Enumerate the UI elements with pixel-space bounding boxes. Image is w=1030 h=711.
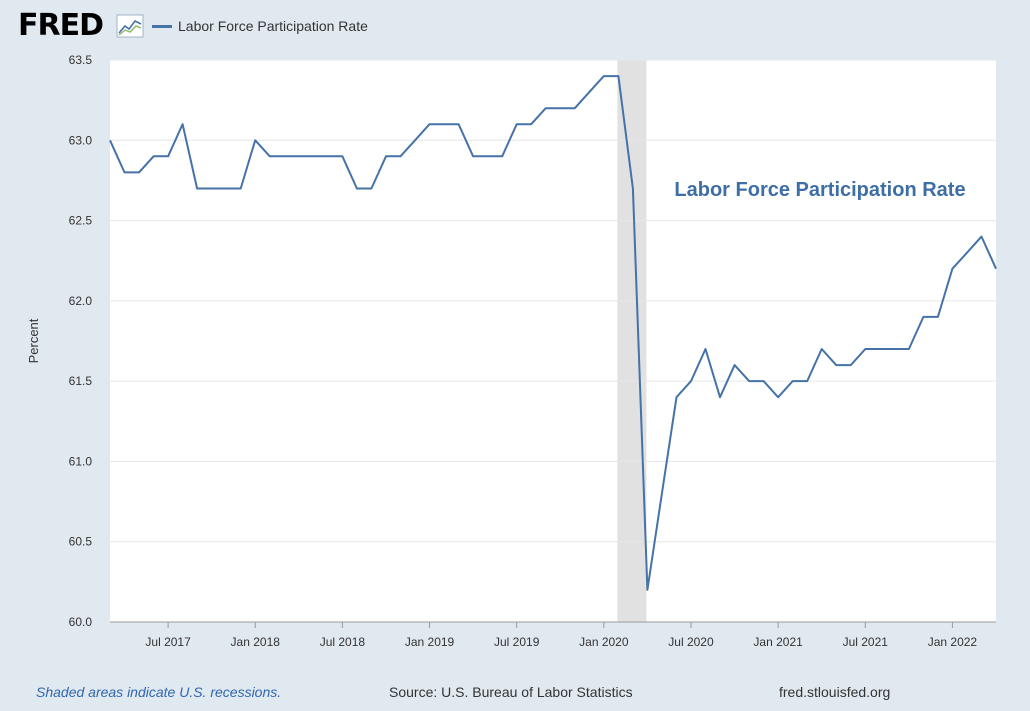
y-tick-label: 62.0 bbox=[69, 294, 93, 308]
y-tick-label: 63.5 bbox=[69, 53, 93, 67]
y-axis-ticks: 60.0 60.5 61.0 61.5 62.0 62.5 63.0 63.5 bbox=[69, 53, 93, 629]
x-tick-label: Jan 2019 bbox=[405, 635, 455, 649]
y-tick-label: 63.0 bbox=[69, 133, 93, 147]
recession-shading bbox=[617, 60, 647, 622]
series-line bbox=[109, 75, 997, 591]
x-tick-label: Jul 2017 bbox=[145, 635, 191, 649]
recession-note: Shaded areas indicate U.S. recessions. bbox=[36, 684, 282, 700]
source-note: Source: U.S. Bureau of Labor Statistics bbox=[389, 684, 633, 700]
y-tick-label: 60.0 bbox=[69, 615, 93, 629]
line-graph-icon bbox=[116, 14, 144, 38]
x-tick-label: Jan 2018 bbox=[231, 635, 281, 649]
y-tick-label: 61.5 bbox=[69, 374, 93, 388]
series-layer bbox=[109, 75, 997, 591]
legend-label: Labor Force Participation Rate bbox=[178, 18, 368, 34]
recession-band bbox=[617, 60, 647, 622]
x-tick-label: Jan 2021 bbox=[753, 635, 803, 649]
fred-logo[interactable]: FRED bbox=[18, 8, 104, 43]
chart-legend[interactable]: Labor Force Participation Rate bbox=[152, 16, 368, 36]
plot-area bbox=[110, 60, 996, 622]
y-axis-label: Percent bbox=[26, 318, 41, 363]
x-tick-label: Jul 2019 bbox=[494, 635, 540, 649]
y-tick-label: 60.5 bbox=[69, 535, 93, 549]
chart-footer: Shaded areas indicate U.S. recessions. S… bbox=[0, 684, 1030, 706]
chart-annotation: Labor Force Participation Rate bbox=[674, 179, 965, 201]
chart-header: FRED Labor Force Participation Rate bbox=[0, 0, 1030, 52]
x-tick-label: Jan 2020 bbox=[579, 635, 629, 649]
y-tick-label: 61.0 bbox=[69, 454, 93, 468]
line-chart[interactable]: 60.0 60.5 61.0 61.5 62.0 62.5 63.0 63.5 Jul 201… bbox=[0, 0, 1030, 680]
x-tick-label: Jul 2020 bbox=[668, 635, 714, 649]
x-tick-label: Jan 2022 bbox=[928, 635, 978, 649]
y-tick-label: 62.5 bbox=[69, 214, 93, 228]
x-axis-ticks: Jul 2017 Jan 2018 Jul 2018 Jan 2019 Jul 2019… bbox=[110, 621, 996, 649]
x-tick-label: Jul 2018 bbox=[320, 635, 366, 649]
site-link[interactable]: fred.stlouisfed.org bbox=[779, 684, 891, 700]
legend-swatch bbox=[152, 24, 172, 28]
x-tick-label: Jul 2021 bbox=[843, 635, 889, 649]
